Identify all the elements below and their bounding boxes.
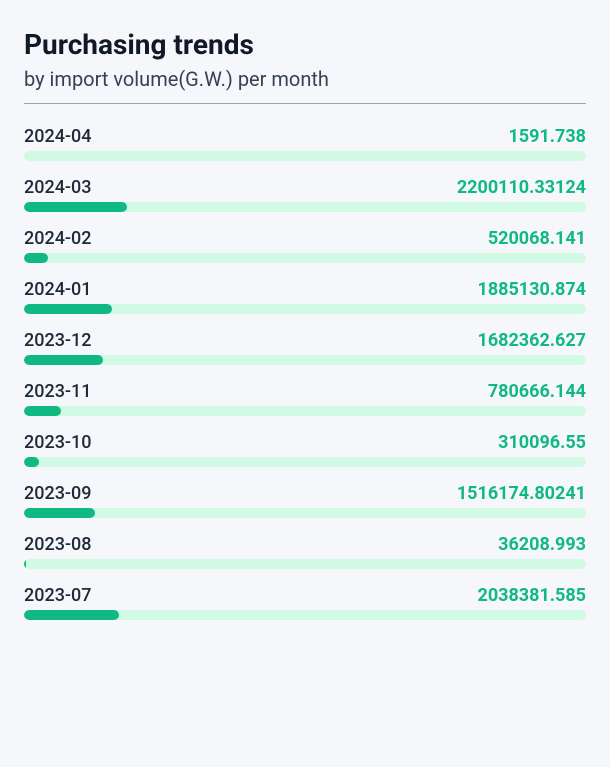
bar-fill — [24, 202, 127, 212]
bar-fill — [24, 304, 112, 314]
bar-track — [24, 457, 586, 467]
bar-fill — [24, 457, 39, 467]
trend-value: 520068.141 — [488, 228, 586, 249]
trend-date: 2023-07 — [24, 585, 92, 606]
bar-fill — [24, 355, 103, 365]
page-subtitle: by import volume(G.W.) per month — [24, 67, 586, 104]
trend-row: 2024-04 1591.738 — [24, 126, 586, 161]
bar-fill — [24, 253, 48, 263]
trend-row: 2023-11 780666.144 — [24, 381, 586, 416]
bar-track — [24, 355, 586, 365]
trend-row: 2023-09 1516174.80241 — [24, 483, 586, 518]
trend-value: 780666.144 — [488, 381, 586, 402]
trend-row: 2023-10 310096.55 — [24, 432, 586, 467]
bar-track — [24, 559, 586, 569]
trend-row: 2023-12 1682362.627 — [24, 330, 586, 365]
trend-date: 2024-03 — [24, 177, 92, 198]
trend-date: 2023-12 — [24, 330, 92, 351]
trend-value: 1885130.874 — [478, 279, 587, 300]
bar-track — [24, 406, 586, 416]
bar-fill — [24, 610, 119, 620]
bar-track — [24, 610, 586, 620]
trend-date: 2023-11 — [24, 381, 92, 402]
page-title: Purchasing trends — [24, 28, 586, 61]
bar-track — [24, 202, 586, 212]
trend-row: 2024-03 2200110.33124 — [24, 177, 586, 212]
trend-value: 310096.55 — [498, 432, 586, 453]
trend-date: 2024-04 — [24, 126, 92, 147]
trend-row: 2024-01 1885130.874 — [24, 279, 586, 314]
trend-row: 2023-07 2038381.585 — [24, 585, 586, 620]
trend-row: 2023-08 36208.993 — [24, 534, 586, 569]
bar-fill — [24, 559, 26, 569]
bar-track — [24, 304, 586, 314]
trend-value: 1682362.627 — [478, 330, 587, 351]
trend-date: 2023-09 — [24, 483, 92, 504]
bar-track — [24, 253, 586, 263]
trend-value: 2200110.33124 — [457, 177, 586, 198]
trend-row: 2024-02 520068.141 — [24, 228, 586, 263]
bar-track — [24, 151, 586, 161]
bar-track — [24, 508, 586, 518]
bar-fill — [24, 406, 61, 416]
trend-value: 2038381.585 — [478, 585, 587, 606]
trends-list: 2024-041591.7382024-032200110.331242024-… — [24, 126, 586, 620]
trend-date: 2023-10 — [24, 432, 92, 453]
trend-value: 1516174.80241 — [457, 483, 586, 504]
trend-date: 2023-08 — [24, 534, 92, 555]
trend-value: 36208.993 — [498, 534, 586, 555]
trend-date: 2024-02 — [24, 228, 92, 249]
trend-value: 1591.738 — [508, 126, 586, 147]
trend-date: 2024-01 — [24, 279, 92, 300]
bar-fill — [24, 508, 95, 518]
